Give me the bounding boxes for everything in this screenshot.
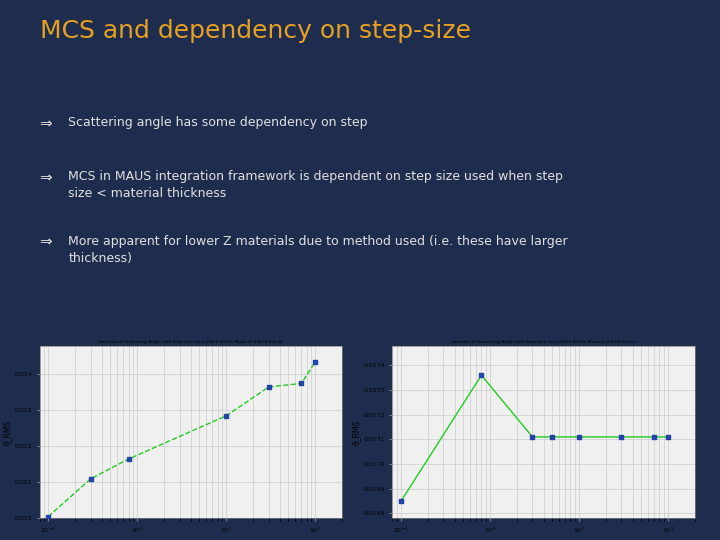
Text: ⇒: ⇒ xyxy=(40,170,53,185)
Point xyxy=(263,383,274,391)
Text: ⇒: ⇒ xyxy=(40,116,53,131)
Y-axis label: θ_RMS: θ_RMS xyxy=(3,420,12,444)
Point xyxy=(310,357,321,366)
Point xyxy=(220,411,232,420)
Text: MCS and dependency on step-size: MCS and dependency on step-size xyxy=(40,19,471,43)
Point xyxy=(42,512,54,521)
Text: More apparent for lower Z materials due to method used (i.e. these have larger
t: More apparent for lower Z materials due … xyxy=(68,235,568,265)
Point xyxy=(85,475,96,483)
Point xyxy=(662,433,674,441)
Text: ⇒: ⇒ xyxy=(40,235,53,250)
Point xyxy=(616,433,627,441)
Title: Variation of Scattering Angle with Step Size for a 200.0 MeV/c Muon in 0.N+0 mm : Variation of Scattering Angle with Step … xyxy=(451,340,636,344)
Point xyxy=(123,455,135,463)
Point xyxy=(476,371,487,380)
Text: MCS in MAUS integration framework is dependent on step size used when step
size : MCS in MAUS integration framework is dep… xyxy=(68,170,563,200)
Point xyxy=(546,433,558,441)
Point xyxy=(296,379,307,388)
Point xyxy=(395,497,407,505)
Text: Scattering angle has some dependency on step: Scattering angle has some dependency on … xyxy=(68,116,368,129)
Point xyxy=(573,433,585,441)
Point xyxy=(527,433,539,441)
Title: Variation of Scattering Angle with Step Size for a 200.0 MeV/c Muon at 0.N+0 mm : Variation of Scattering Angle with Step … xyxy=(99,340,283,344)
Y-axis label: θ_RMS: θ_RMS xyxy=(351,420,360,444)
Point xyxy=(649,433,660,441)
